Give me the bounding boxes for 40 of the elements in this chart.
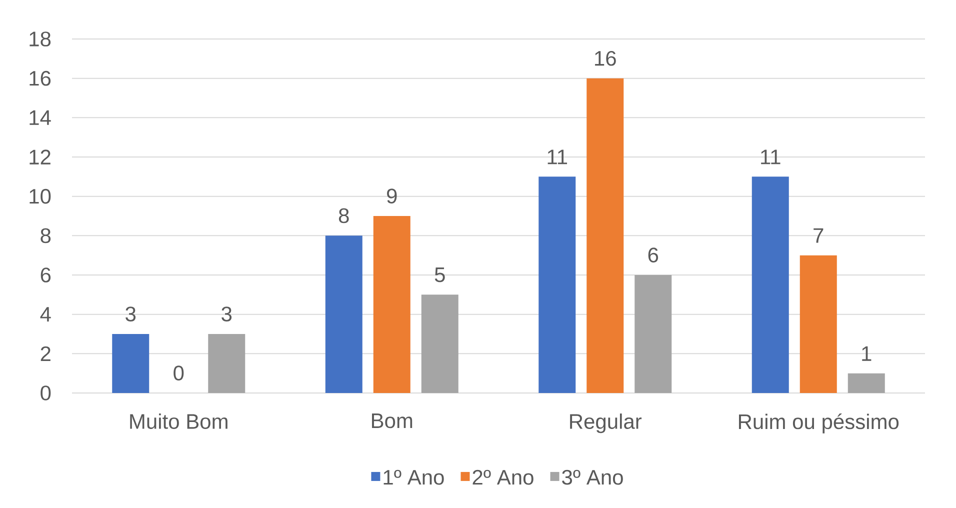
bar — [112, 334, 150, 393]
data-label: 0 — [174, 366, 184, 380]
data-label: 9 — [387, 188, 397, 204]
y-tick-label: 12 — [30, 150, 50, 164]
data-label: 16 — [595, 50, 616, 66]
data-label: 11 — [548, 150, 568, 164]
y-tick-label: 4 — [40, 307, 51, 322]
data-label: 3 — [126, 306, 136, 322]
data-label: 6 — [648, 248, 658, 262]
bar — [752, 176, 789, 393]
x-tick-label: Muito Bom — [130, 414, 228, 429]
y-tick-label: 18 — [30, 32, 51, 46]
legend-label: 3º Ano — [562, 470, 623, 485]
x-tick-label: Regular — [570, 414, 642, 434]
x-tick-label: Bom — [372, 414, 412, 428]
data-label: 1 — [862, 346, 872, 361]
data-label: 3 — [222, 306, 232, 322]
y-tick-label: 16 — [30, 70, 51, 86]
bar — [848, 373, 885, 393]
bar — [208, 334, 246, 393]
y-tick-label: 2 — [40, 346, 50, 361]
data-label: 5 — [434, 267, 445, 282]
data-label: 11 — [761, 150, 780, 164]
bar — [325, 236, 362, 393]
y-tick-label: 10 — [30, 188, 51, 204]
y-tick-label: 0 — [40, 386, 51, 400]
y-tick-label: 8 — [40, 228, 51, 244]
bar — [634, 275, 672, 393]
bar — [373, 216, 410, 393]
bar — [421, 294, 458, 393]
y-tick-label: 6 — [40, 268, 51, 282]
data-label: 7 — [814, 228, 824, 243]
x-tick-label: Ruim ou péssimo — [738, 414, 899, 434]
data-label: 8 — [338, 208, 349, 224]
bar — [800, 255, 837, 393]
bar — [538, 176, 576, 393]
bar — [586, 78, 624, 393]
y-tick-label: 14 — [30, 110, 51, 125]
legend-label: 2º Ano — [472, 470, 534, 485]
legend-label: 1º Ano — [384, 470, 444, 485]
